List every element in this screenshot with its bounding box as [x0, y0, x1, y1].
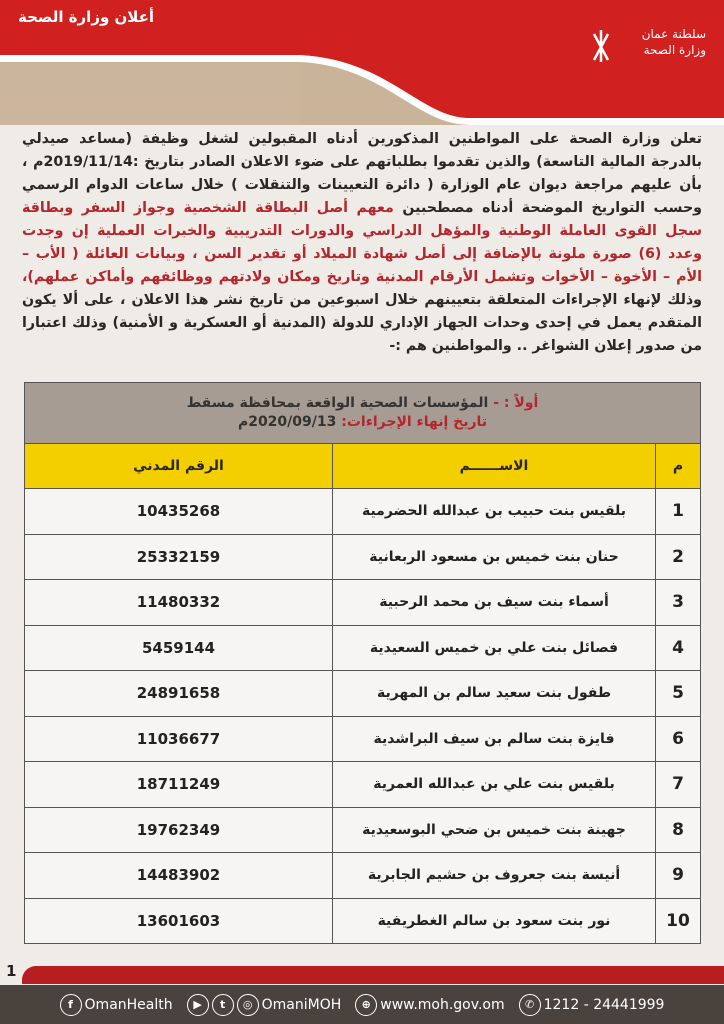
table-row: 4 فصائل بنت علي بن خميس السعيدية 5459144: [24, 624, 701, 671]
candidate-name: بلقيس بنت حبيب بن عبدالله الحضرمية: [332, 488, 656, 535]
header-banner: [0, 0, 724, 125]
table-row: 2 حنان بنت خميس بن مسعود الربعانية 2533215…: [24, 533, 701, 580]
instagram-icon[interactable]: ◎: [236, 993, 259, 1016]
row-index: 5: [655, 670, 701, 717]
candidate-name: فايزة بنت سالم بن سيف البراشدية: [332, 715, 656, 762]
row-index: 7: [655, 761, 701, 808]
civil-number: 25332159: [24, 533, 333, 580]
header-title: أعلان وزارة الصحة: [18, 8, 155, 26]
table-row: 5 طفول بنت سعيد سالم بن المهرية 24891658: [24, 670, 701, 717]
candidate-name: نور بنت سعود بن سالم الغطريفية: [332, 897, 656, 944]
page-number: 1: [6, 962, 17, 980]
youtube-icon[interactable]: ▶: [186, 993, 209, 1016]
announcement-part-3: وذلك لإنهاء الإجراءات المتعلقة بتعيينهم …: [22, 292, 702, 354]
ministry-logo: [582, 18, 612, 78]
social-handle[interactable]: OmaniMOH: [261, 996, 342, 1013]
phone-icon: ✆: [518, 993, 541, 1016]
civil-number: 11480332: [24, 579, 333, 626]
civil-number: 11036677: [24, 715, 333, 762]
announcement-part-1: تعلن وزارة الصحة على المواطنين المذكورين…: [22, 131, 702, 216]
table-row: 3 أسماء بنت سيف بن محمد الرحبية 11480332: [24, 579, 701, 626]
candidate-name: حنان بنت خميس بن مسعود الربعانية: [332, 533, 656, 580]
column-header-civil-number: الرقم المدني: [24, 443, 333, 489]
civil-number: 10435268: [24, 488, 333, 535]
row-index: 2: [655, 533, 701, 580]
section-title: المؤسسات الصحية الواقعة بمحافظة مسقط: [186, 395, 489, 411]
column-header-name: الاســــــم: [332, 443, 656, 489]
table-row: 9 أنيسة بنت جعروف بن حشيم الجابرية 1448390…: [24, 852, 701, 899]
globe-icon: ⊕: [355, 993, 378, 1016]
civil-number: 5459144: [24, 624, 333, 671]
facebook-icon[interactable]: f: [59, 993, 82, 1016]
table-row: 8 جهينة بنت خميس بن ضحي البوسعيدية 1976234…: [24, 806, 701, 853]
row-index: 4: [655, 624, 701, 671]
row-index: 3: [655, 579, 701, 626]
table-header-row: م الاســــــم الرقم المدني: [24, 443, 701, 489]
deadline-label: تاريخ إنهاء الإجراءات:: [341, 414, 488, 430]
table-row: 6 فايزة بنت سالم بن سيف البراشدية 11036677: [24, 715, 701, 762]
facebook-handle[interactable]: OmanHealth: [84, 996, 173, 1013]
announcement-text: تعلن وزارة الصحة على المواطنين المذكورين…: [22, 128, 702, 358]
website-link[interactable]: www.moh.gov.om: [380, 996, 505, 1013]
footer-red-bar: [22, 966, 724, 984]
row-index: 10: [655, 897, 701, 944]
civil-number: 13601603: [24, 897, 333, 944]
civil-number: 14483902: [24, 852, 333, 899]
phone-number: 1212 - 24441999: [543, 996, 665, 1013]
candidate-name: أسماء بنت سيف بن محمد الرحبية: [332, 579, 656, 626]
civil-number: 24891658: [24, 670, 333, 717]
candidate-name: جهينة بنت خميس بن ضحي البوسعيدية: [332, 806, 656, 853]
candidate-name: طفول بنت سعيد سالم بن المهرية: [332, 670, 656, 717]
table-caption: أولاً : - المؤسسات الصحية الواقعة بمحافظ…: [24, 382, 701, 444]
column-header-index: م: [655, 443, 701, 489]
row-index: 8: [655, 806, 701, 853]
row-index: 6: [655, 715, 701, 762]
footer-contact-bar: f OmanHealth ▶ t ◎ OmaniMOH ⊕ www.moh.gov.om …: [0, 985, 724, 1024]
deadline-value: 2020/09/13م: [237, 414, 337, 430]
civil-number: 19762349: [24, 806, 333, 853]
candidates-table: أولاً : - المؤسسات الصحية الواقعة بمحافظ…: [24, 382, 701, 944]
candidate-name: بلقيس بنت علي بن عبدالله العمرية: [332, 761, 656, 808]
logo-text: سلطنة عمان وزارة الصحة: [641, 27, 706, 57]
table-row: 1 بلقيس بنت حبيب بن عبدالله الحضرمية 10435…: [24, 488, 701, 535]
required-documents: معهم أصل البطاقة الشخصية وجواز السفر وبط…: [22, 200, 702, 285]
candidate-name: فصائل بنت علي بن خميس السعيدية: [332, 624, 656, 671]
table-row: 10 نور بنت سعود بن سالم الغطريفية 13601603: [24, 897, 701, 944]
twitter-icon[interactable]: t: [211, 993, 234, 1016]
table-row: 7 بلقيس بنت علي بن عبدالله العمرية 1871124…: [24, 761, 701, 808]
row-index: 9: [655, 852, 701, 899]
row-index: 1: [655, 488, 701, 535]
civil-number: 18711249: [24, 761, 333, 808]
candidate-name: أنيسة بنت جعروف بن حشيم الجابرية: [332, 852, 656, 899]
section-label: أولاً : -: [493, 395, 539, 411]
